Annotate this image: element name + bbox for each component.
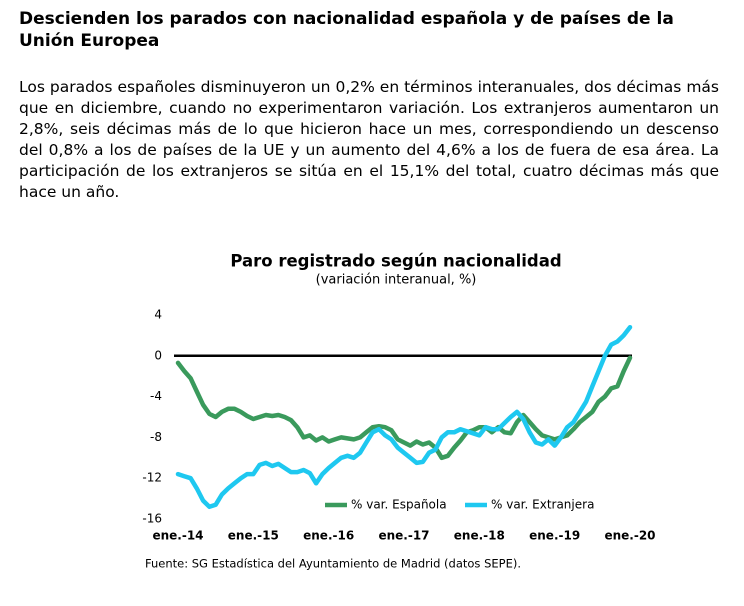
x-tick-label: ene.-20 [604, 529, 655, 543]
y-tick-label: -8 [150, 430, 162, 444]
y-tick-label: 0 [154, 348, 162, 362]
heading: Descienden los parados con nacionalidad … [19, 9, 674, 51]
paragraph: Los parados españoles disminuyeron un 0,… [19, 78, 719, 201]
x-tick-label: ene.-15 [228, 529, 279, 543]
x-tick-label: ene.-17 [378, 529, 429, 543]
x-tick-label: ene.-18 [454, 529, 505, 543]
chart-subtitle: (variación interanual, %) [316, 273, 477, 288]
chart-title: Paro registrado según nacionalidad [230, 252, 561, 271]
series-line [175, 324, 633, 510]
legend-label: % var. Española [351, 498, 447, 512]
x-tick-label: ene.-14 [152, 529, 203, 543]
legend-label: % var. Extranjera [491, 498, 594, 512]
source: Fuente: SG Estadística del Ayuntamiento … [145, 557, 521, 571]
x-tick-label: ene.-16 [303, 529, 354, 543]
y-tick-label: 4 [154, 308, 162, 322]
series-line [175, 355, 633, 461]
x-tick-label: ene.-19 [529, 529, 580, 543]
y-tick-label: -4 [150, 389, 162, 403]
y-tick-label: -16 [142, 512, 162, 526]
y-tick-label: -12 [142, 471, 162, 485]
